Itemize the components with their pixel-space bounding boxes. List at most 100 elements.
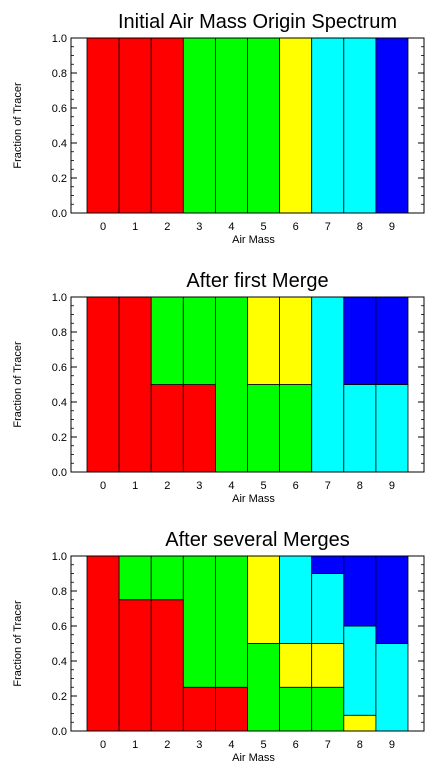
y-tick-label: 1.0 bbox=[52, 551, 67, 563]
y-tick-label: 0.0 bbox=[52, 467, 67, 479]
bar-segment-0-1 bbox=[86, 555, 120, 732]
chart-panel-2: After first Merge 0.0 0.2 0.4 0.6 0.8 1.0 0 1 2 3 4… bbox=[12, 270, 425, 505]
x-tick-label: 8 bbox=[357, 480, 363, 492]
bar-segment-1-2 bbox=[118, 555, 152, 601]
bar-segment-6-3 bbox=[279, 555, 313, 644]
bar-segment-6-2 bbox=[279, 296, 313, 385]
x-tick-label: 2 bbox=[164, 221, 170, 233]
y-tick-label: 1.0 bbox=[52, 292, 67, 304]
bar-segment-3-1 bbox=[182, 37, 216, 214]
bar-segment-4-2 bbox=[214, 555, 248, 688]
bar-segment-6-1 bbox=[279, 686, 313, 732]
bar-segment-7-1 bbox=[311, 37, 345, 214]
bar-segment-9-1 bbox=[375, 384, 409, 473]
bar-segment-4-1 bbox=[214, 296, 248, 473]
x-tick-label: 5 bbox=[260, 480, 266, 492]
x-tick-label: 6 bbox=[293, 221, 299, 233]
bar-segment-2-1 bbox=[150, 599, 184, 732]
bar-segment-7-1 bbox=[311, 686, 345, 732]
bar-segment-8-1 bbox=[343, 714, 377, 732]
y-tick-label: 0.0 bbox=[52, 208, 67, 220]
y-tick-label: 0.2 bbox=[52, 173, 67, 185]
bar-segment-1-1 bbox=[118, 296, 152, 473]
x-tick-label: 2 bbox=[164, 739, 170, 751]
x-tick-label: 1 bbox=[132, 221, 138, 233]
bar-segment-7-4 bbox=[311, 555, 345, 574]
bar-segment-4-1 bbox=[214, 686, 248, 732]
x-tick-label: 1 bbox=[132, 480, 138, 492]
chart-title: After first Merge bbox=[186, 270, 328, 292]
bar-segment-8-1 bbox=[343, 37, 377, 214]
bar-segment-0-1 bbox=[86, 296, 120, 473]
bar-segment-8-2 bbox=[343, 625, 377, 716]
bar-segment-6-1 bbox=[279, 384, 313, 473]
bar-segment-9-1 bbox=[375, 643, 409, 732]
x-tick-label: 7 bbox=[325, 221, 331, 233]
chart-panel-1: Initial Air Mass Origin Spectrum 0.0 0.2 0.… bbox=[12, 11, 425, 246]
bar-segment-5-1 bbox=[247, 643, 280, 732]
y-tick-label: 0.2 bbox=[52, 691, 67, 703]
y-tick-label: 0.4 bbox=[52, 397, 67, 409]
bar-segment-3-2 bbox=[182, 296, 216, 385]
y-tick-label: 1.0 bbox=[52, 33, 67, 45]
x-tick-label: 0 bbox=[100, 480, 106, 492]
x-tick-label: 9 bbox=[389, 221, 395, 233]
bar-segment-2-1 bbox=[150, 37, 184, 214]
x-tick-label: 3 bbox=[196, 739, 202, 751]
bar-segment-0-1 bbox=[86, 37, 120, 214]
bar-segment-2-2 bbox=[150, 555, 184, 601]
chart-title: After several Merges bbox=[165, 529, 350, 551]
bar-segment-8-3 bbox=[343, 555, 377, 627]
y-tick-label: 0.2 bbox=[52, 432, 67, 444]
x-tick-label: 5 bbox=[260, 739, 266, 751]
bar-segment-7-3 bbox=[311, 573, 345, 644]
x-tick-label: 1 bbox=[132, 739, 138, 751]
bar-segment-9-2 bbox=[375, 555, 409, 644]
bar-segment-1-1 bbox=[118, 37, 152, 214]
y-axis-label: Fraction of Tracer bbox=[12, 82, 24, 169]
x-tick-label: 7 bbox=[325, 739, 331, 751]
bar-segment-2-2 bbox=[150, 296, 184, 385]
y-tick-label: 0.0 bbox=[52, 726, 67, 738]
bar-segment-5-1 bbox=[247, 384, 280, 473]
bar-segment-5-2 bbox=[247, 296, 280, 385]
x-tick-label: 0 bbox=[100, 739, 106, 751]
bar-segment-5-2 bbox=[247, 555, 280, 644]
x-tick-label: 4 bbox=[228, 480, 234, 492]
x-tick-label: 9 bbox=[389, 739, 395, 751]
x-axis-label: Air Mass bbox=[232, 752, 275, 764]
y-tick-label: 0.8 bbox=[52, 586, 67, 598]
bar-segment-1-1 bbox=[118, 599, 152, 732]
bar-segment-8-1 bbox=[343, 384, 377, 473]
y-tick-label: 0.4 bbox=[52, 656, 67, 668]
x-tick-label: 9 bbox=[389, 480, 395, 492]
bar-segment-6-1 bbox=[279, 37, 313, 214]
x-axis-label: Air Mass bbox=[232, 493, 275, 505]
bar-segment-3-2 bbox=[182, 555, 216, 688]
x-tick-label: 3 bbox=[196, 480, 202, 492]
x-tick-label: 3 bbox=[196, 221, 202, 233]
chart-title: Initial Air Mass Origin Spectrum bbox=[118, 11, 397, 33]
y-axis-label: Fraction of Tracer bbox=[12, 341, 24, 428]
x-tick-label: 6 bbox=[293, 739, 299, 751]
bar-segment-7-2 bbox=[311, 643, 345, 688]
bar-segment-6-2 bbox=[279, 643, 313, 688]
x-tick-label: 5 bbox=[260, 221, 266, 233]
bar-segment-4-1 bbox=[214, 37, 248, 214]
bar-segment-9-2 bbox=[375, 296, 409, 385]
y-tick-label: 0.6 bbox=[52, 362, 67, 374]
bar-segment-8-2 bbox=[343, 296, 377, 385]
bar-segment-9-1 bbox=[375, 37, 409, 214]
x-tick-label: 2 bbox=[164, 480, 170, 492]
x-tick-label: 4 bbox=[228, 739, 234, 751]
bar-segment-5-1 bbox=[247, 37, 280, 214]
y-tick-label: 0.6 bbox=[52, 621, 67, 633]
x-tick-label: 8 bbox=[357, 221, 363, 233]
bar-segment-2-1 bbox=[150, 384, 184, 473]
x-axis-label: Air Mass bbox=[232, 234, 275, 246]
x-tick-label: 6 bbox=[293, 480, 299, 492]
x-tick-label: 4 bbox=[228, 221, 234, 233]
x-tick-label: 0 bbox=[100, 221, 106, 233]
y-tick-label: 0.8 bbox=[52, 327, 67, 339]
